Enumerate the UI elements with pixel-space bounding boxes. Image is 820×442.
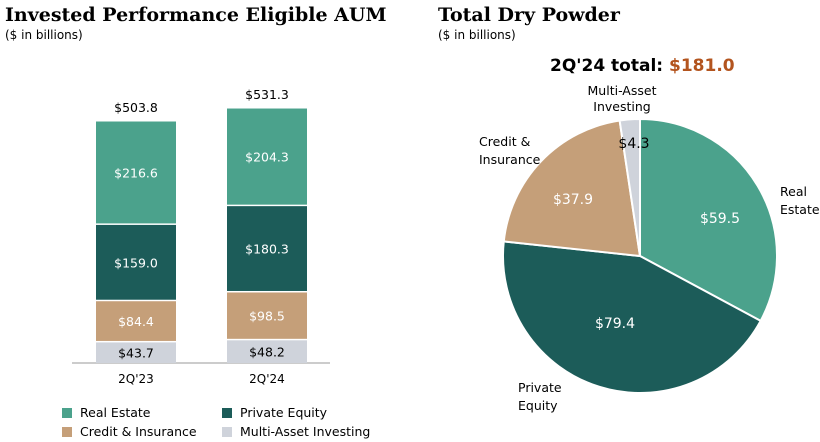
legend-item-multi-asset: Multi-Asset Investing [222,424,370,439]
bar-data-label: $180.3 [245,242,289,257]
bar-segment-real-estate [227,108,307,205]
legend-item-private-equity: Private Equity [222,405,327,420]
pie-value-label: $59.5 [700,211,740,227]
right-chart-title: Total Dry Powder [438,4,620,26]
bar-data-label: $216.6 [114,165,158,180]
pie-category-label: Estate [780,202,820,217]
legend-label-credit-insurance: Credit & Insurance [80,424,197,439]
x-tick-label: 2Q'23 [118,372,154,386]
pie-category-label: Multi-Asset [588,83,657,98]
bar-segment-private-equity [227,206,307,291]
bar-segment-private-equity [96,224,176,300]
right-chart-subtitle: ($ in billions) [438,28,516,42]
pie-category-label: Private [518,380,562,395]
pie-slice-multi-asset-investing [618,117,641,257]
pie-value-label: $37.9 [553,192,593,208]
dry-powder-total-value: $181.0 [669,56,735,76]
pie-category-label: Investing [593,99,650,114]
bar-total-label: $503.8 [114,100,158,115]
pie-category-label: Real [780,184,807,199]
pie-slice-real-estate [639,117,778,323]
legend-label-private-equity: Private Equity [240,405,328,420]
legend-swatch-private-equity [222,407,232,418]
legend-swatch-credit-insurance [62,426,72,437]
pie-slice-credit-insurance [502,119,642,258]
bar-segment-multi-asset-investing [96,342,176,363]
bar-data-label: $48.2 [249,345,285,360]
legend-label-real-estate: Real Estate [80,405,151,420]
stacked-bar-chart: $43.7 $84.4 $159.0 $216.6 $503.8 2Q'23 $48.2 $9… [72,87,330,386]
left-chart-title: Invested Performance Eligible AUM [5,4,387,26]
dry-powder-total-label: 2Q'24 total: [550,56,664,76]
bar-data-label: $98.5 [249,309,285,324]
legend-swatch-real-estate [62,407,72,418]
pie-value-label: $79.4 [595,316,635,332]
legend-item-credit-insurance: Credit & Insurance [62,424,197,439]
bar-segment-credit-insurance [227,292,307,339]
pie-slice-private-equity [502,240,763,394]
pie-category-label: Equity [518,398,558,413]
left-chart-subtitle: ($ in billions) [5,28,83,42]
bar-data-label: $204.3 [245,150,289,165]
pie-value-label: $4.3 [618,136,649,152]
bar-segment-multi-asset-investing [227,340,307,363]
bar-data-label: $43.7 [118,346,154,361]
bar-total-label: $531.3 [245,87,289,102]
pie-category-label: Credit & [479,134,531,149]
legend-label-multi-asset: Multi-Asset Investing [240,424,371,439]
bar-data-label: $84.4 [118,314,154,329]
dry-powder-total: 2Q'24 total: $181.0 [550,56,735,76]
legend-item-real-estate: Real Estate [62,405,150,420]
legend-swatch-multi-asset [222,426,232,437]
x-tick-label: 2Q'24 [249,372,285,386]
bar-segment-real-estate [96,121,176,224]
bar-segment-credit-insurance [96,301,176,341]
pie-category-label: Insurance [479,152,541,167]
bar-data-label: $159.0 [114,255,158,270]
